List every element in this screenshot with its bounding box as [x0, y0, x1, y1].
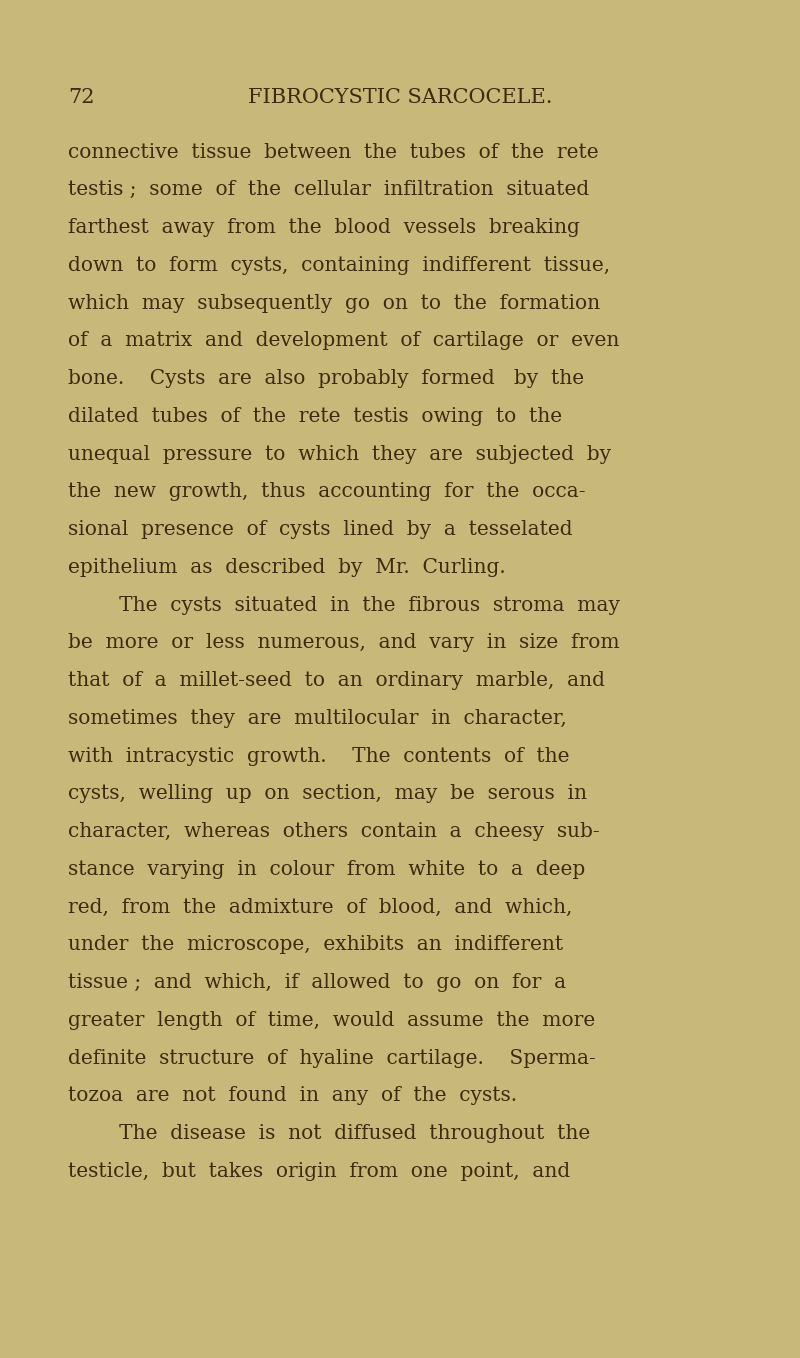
Text: unequal  pressure  to  which  they  are  subjected  by: unequal pressure to which they are subje… [68, 444, 611, 463]
Text: tissue ;  and  which,  if  allowed  to  go  on  for  a: tissue ; and which, if allowed to go on … [68, 974, 566, 993]
Text: sional  presence  of  cysts  lined  by  a  tesselated: sional presence of cysts lined by a tess… [68, 520, 573, 539]
Text: stance  varying  in  colour  from  white  to  a  deep: stance varying in colour from white to a… [68, 860, 586, 879]
Text: testis ;  some  of  the  cellular  infiltration  situated: testis ; some of the cellular infiltrati… [68, 181, 590, 200]
Text: of  a  matrix  and  development  of  cartilage  or  even: of a matrix and development of cartilage… [68, 331, 619, 350]
Text: connective  tissue  between  the  tubes  of  the  rete: connective tissue between the tubes of t… [68, 143, 598, 162]
Text: cysts,  welling  up  on  section,  may  be  serous  in: cysts, welling up on section, may be ser… [68, 785, 587, 804]
Text: farthest  away  from  the  blood  vessels  breaking: farthest away from the blood vessels bre… [68, 219, 580, 238]
Text: greater  length  of  time,  would  assume  the  more: greater length of time, would assume the… [68, 1010, 595, 1029]
Text: with  intracystic  growth.    The  contents  of  the: with intracystic growth. The contents of… [68, 747, 570, 766]
Text: FIBROCYSTIC SARCOCELE.: FIBROCYSTIC SARCOCELE. [248, 88, 552, 107]
Text: testicle,  but  takes  origin  from  one  point,  and: testicle, but takes origin from one poin… [68, 1162, 570, 1181]
Text: sometimes  they  are  multilocular  in  character,: sometimes they are multilocular in chara… [68, 709, 566, 728]
Text: down  to  form  cysts,  containing  indifferent  tissue,: down to form cysts, containing indiffere… [68, 255, 610, 274]
Text: that  of  a  millet-seed  to  an  ordinary  marble,  and: that of a millet-seed to an ordinary mar… [68, 671, 605, 690]
Text: which  may  subsequently  go  on  to  the  formation: which may subsequently go on to the form… [68, 293, 600, 312]
Text: character,  whereas  others  contain  a  cheesy  sub-: character, whereas others contain a chee… [68, 822, 600, 841]
Text: tozoa  are  not  found  in  any  of  the  cysts.: tozoa are not found in any of the cysts. [68, 1086, 517, 1105]
Text: under  the  microscope,  exhibits  an  indifferent: under the microscope, exhibits an indiff… [68, 936, 563, 955]
Text: be  more  or  less  numerous,  and  vary  in  size  from: be more or less numerous, and vary in si… [68, 633, 620, 652]
Text: The  disease  is  not  diffused  throughout  the: The disease is not diffused throughout t… [100, 1124, 590, 1143]
Text: dilated  tubes  of  the  rete  testis  owing  to  the: dilated tubes of the rete testis owing t… [68, 407, 562, 426]
Text: the  new  growth,  thus  accounting  for  the  occa-: the new growth, thus accounting for the … [68, 482, 586, 501]
Text: bone.    Cysts  are  also  probably  formed   by  the: bone. Cysts are also probably formed by … [68, 369, 584, 388]
Text: definite  structure  of  hyaline  cartilage.    Sperma-: definite structure of hyaline cartilage.… [68, 1048, 596, 1067]
Text: red,  from  the  admixture  of  blood,  and  which,: red, from the admixture of blood, and wh… [68, 898, 572, 917]
Text: epithelium  as  described  by  Mr.  Curling.: epithelium as described by Mr. Curling. [68, 558, 506, 577]
Text: 72: 72 [68, 88, 94, 107]
Text: The  cysts  situated  in  the  fibrous  stroma  may: The cysts situated in the fibrous stroma… [100, 596, 620, 615]
